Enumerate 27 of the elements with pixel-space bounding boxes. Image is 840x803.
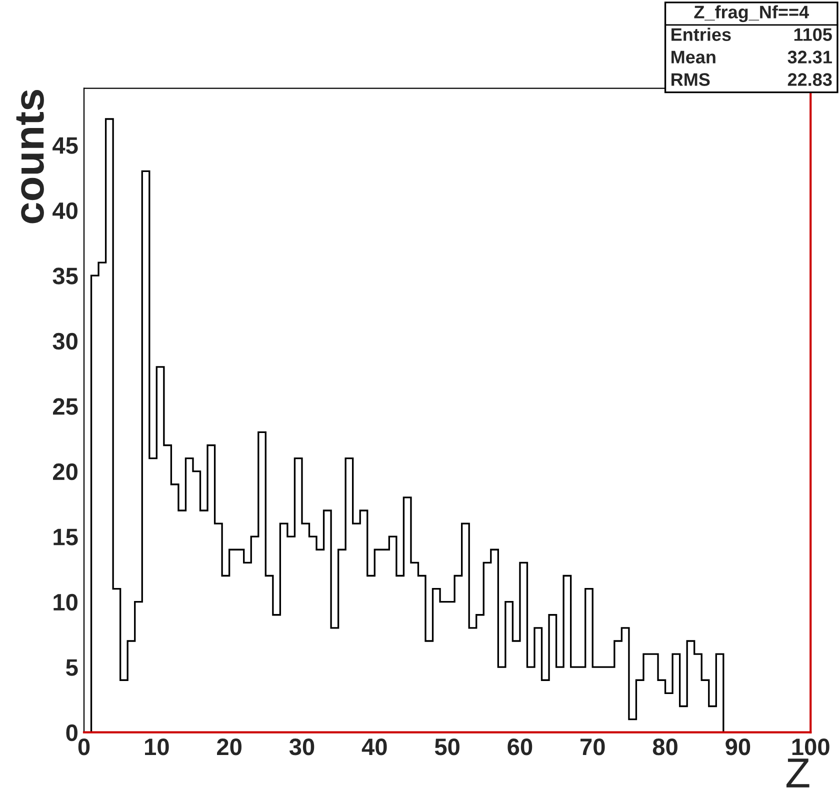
x-tick-label: 10	[145, 738, 169, 756]
x-tick-label: 90	[726, 738, 750, 756]
x-tick-label: 0	[78, 738, 90, 756]
y-tick-label: 30	[52, 332, 78, 350]
x-tick-label: 50	[434, 738, 460, 756]
text: RMS 22.83	[672, 73, 832, 86]
y-tick-label: 10	[54, 594, 78, 611]
y-tick-label: 0	[66, 724, 78, 742]
text: Mean 32.31	[672, 50, 832, 64]
x-tick-label: 40	[362, 738, 387, 756]
x-tick-label: 30	[289, 738, 314, 756]
y-axis-title: counts	[16, 90, 44, 224]
y-tick-label: 20	[53, 463, 78, 480]
y-tick-label: 35	[52, 268, 78, 284]
y-tick-label: 15	[54, 528, 78, 546]
x-tick-label: 70	[580, 738, 605, 756]
y-tick-label: 45	[52, 137, 78, 154]
text: Z_frag_Nf==4	[694, 5, 809, 22]
y-tick-label: 25	[53, 398, 78, 415]
x-tick-label: 80	[652, 738, 678, 756]
text: Entries 1105	[672, 28, 832, 41]
x-axis-title: Z	[786, 758, 810, 788]
x-tick-label: 100	[792, 738, 830, 756]
y-tick-label: 5	[66, 659, 78, 676]
y-tick-label: 40	[52, 202, 78, 220]
x-tick-label: 60	[508, 738, 532, 756]
x-tick-label: 20	[217, 738, 242, 756]
